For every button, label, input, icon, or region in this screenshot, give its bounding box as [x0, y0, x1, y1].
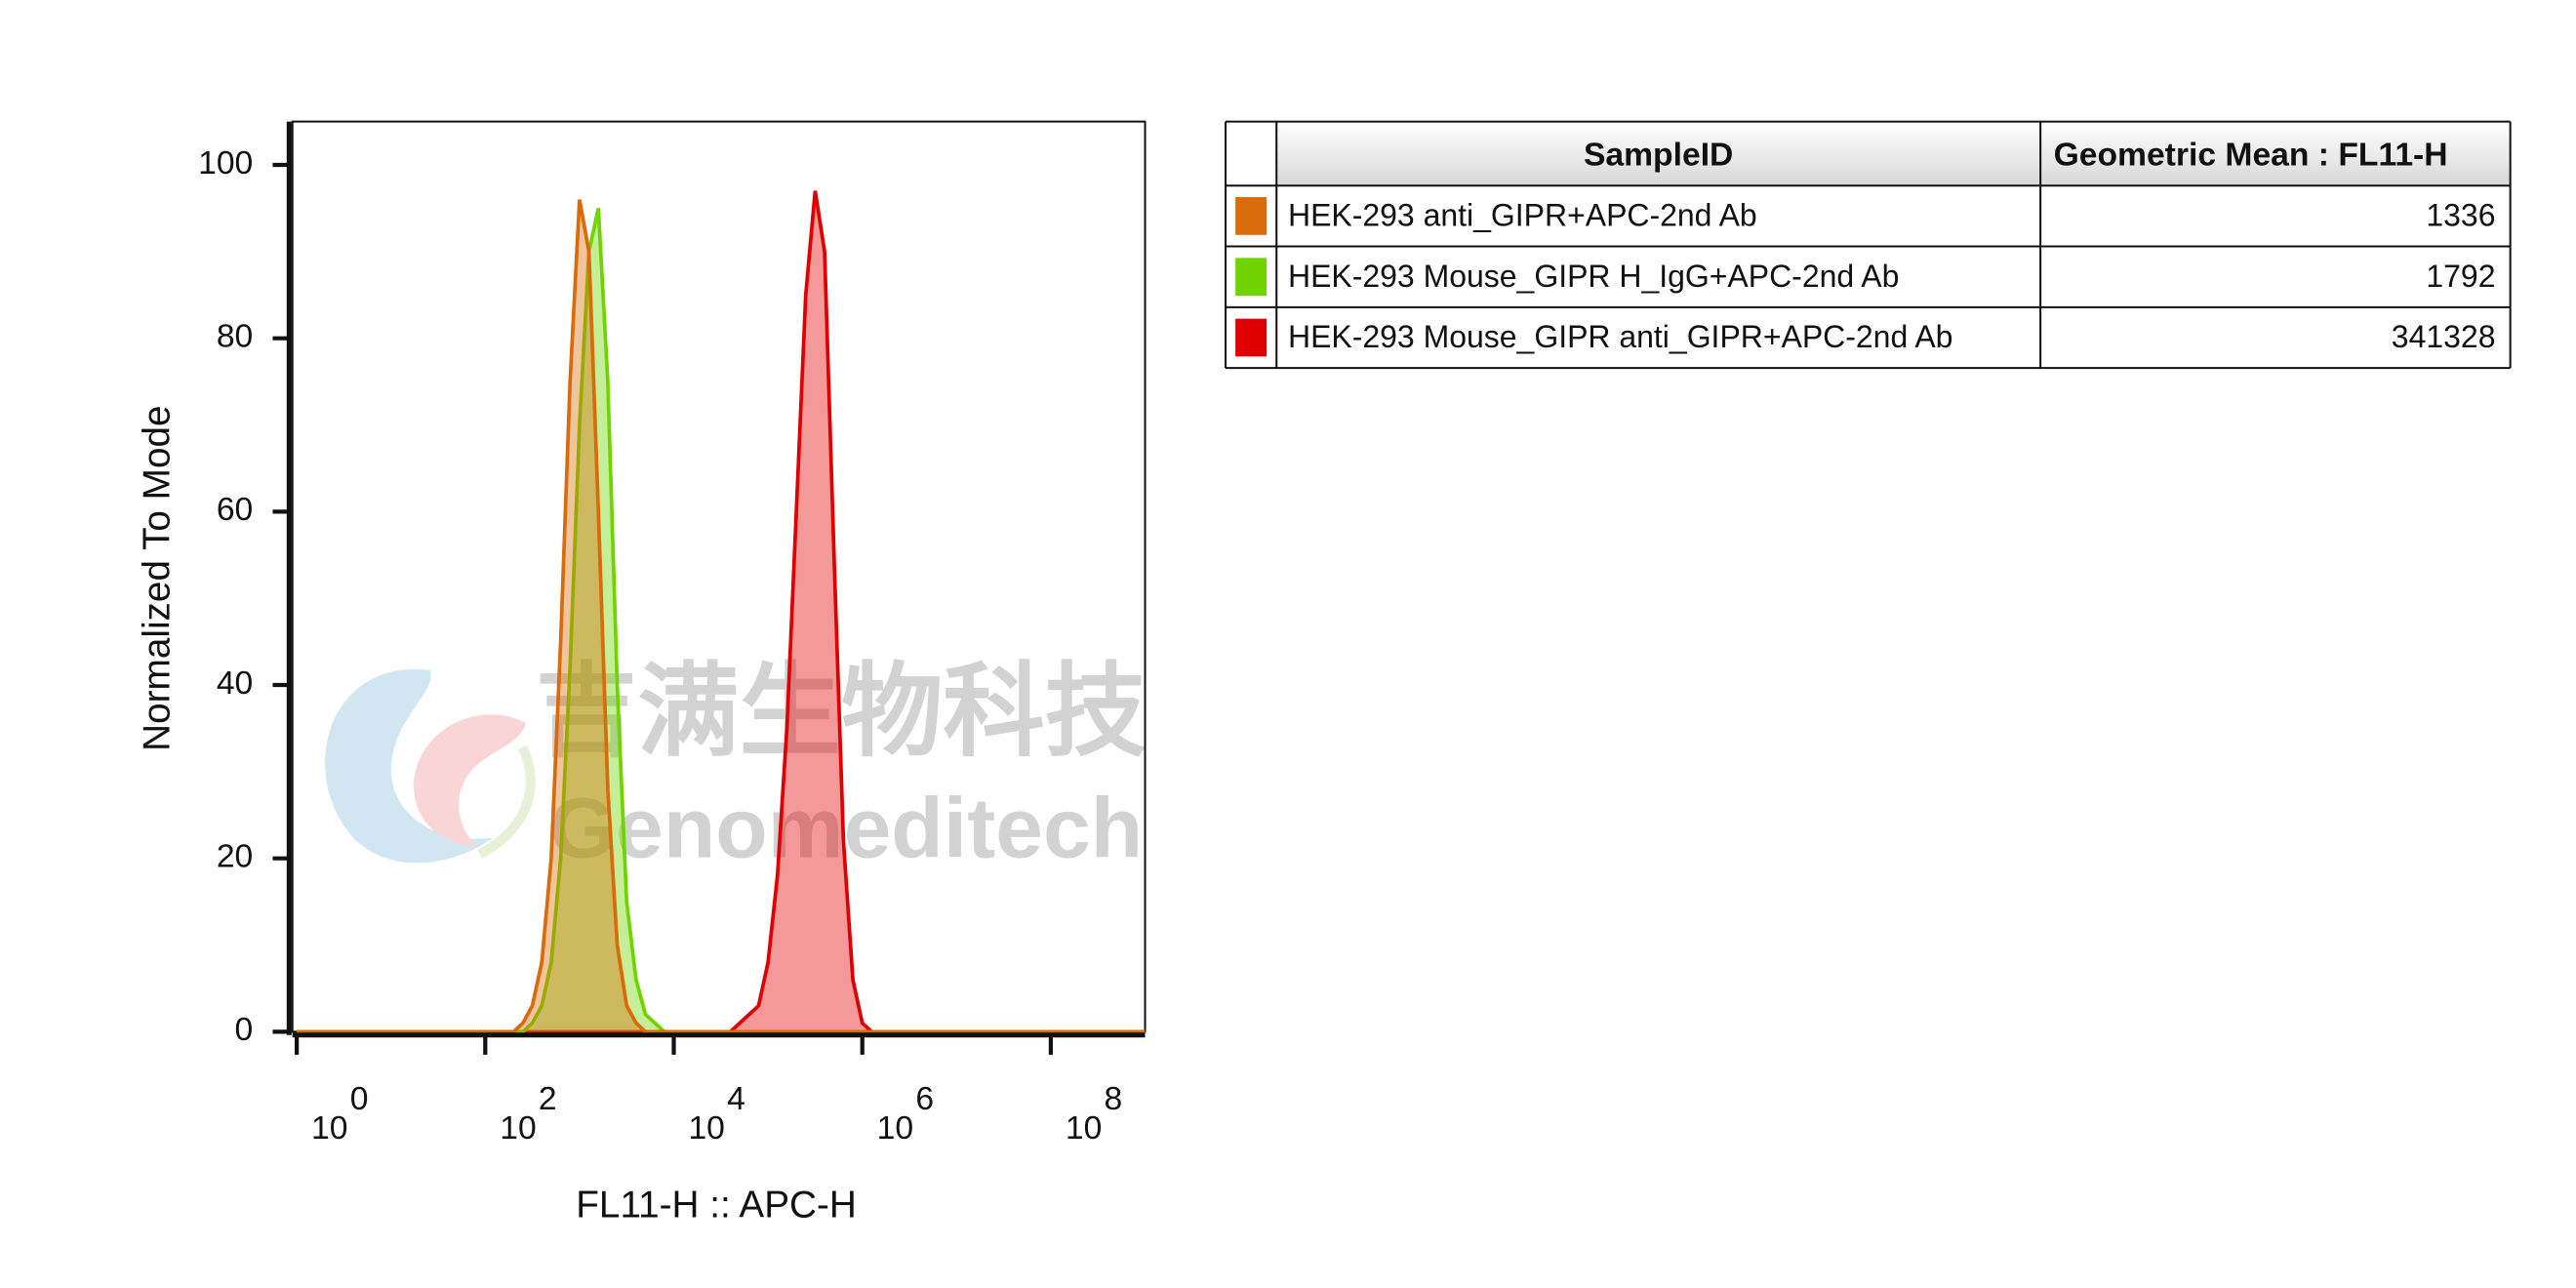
x-tick-power: 0	[350, 1081, 369, 1117]
histogram-line	[297, 199, 1146, 1034]
geometric-mean: 1336	[2426, 198, 2495, 233]
legend-swatch	[1235, 197, 1268, 235]
y-axis-title: Normalized To Mode	[137, 405, 179, 750]
legend-label: HEK-293 Mouse_GIPR anti_GIPR+APC-2nd Ab	[1288, 319, 1952, 354]
histogram-area	[297, 190, 1146, 1032]
table-header-bg	[1276, 121, 2511, 186]
y-tick-label: 40	[217, 665, 253, 702]
x-tick-power: 8	[1105, 1081, 1123, 1117]
y-tick-label: 0	[235, 1012, 254, 1048]
y-tick-label: 60	[217, 492, 253, 528]
x-tick-power: 4	[727, 1081, 745, 1117]
x-tick-label: 10	[877, 1110, 913, 1147]
histogram-area	[297, 208, 1146, 1032]
plot-frame	[291, 120, 1147, 1033]
legend-label: HEK-293 Mouse_GIPR H_IgG+APC-2nd Ab	[1288, 259, 1899, 294]
geometric-mean: 341328	[2392, 319, 2496, 354]
x-tick-power: 6	[915, 1081, 934, 1117]
y-tick-label: 20	[217, 839, 253, 875]
watermark-logo	[325, 668, 536, 864]
table-header: Geometric Mean : FL11-H	[2054, 138, 2448, 174]
y-tick-label: 80	[217, 319, 253, 355]
legend-swatch	[1235, 258, 1268, 297]
histogram-line	[297, 208, 1146, 1034]
histogram-line	[297, 190, 1146, 1034]
histogram-area	[297, 199, 1146, 1032]
x-tick-power: 2	[539, 1081, 557, 1117]
legend-swatch	[1235, 318, 1268, 357]
x-tick-label: 10	[311, 1110, 347, 1147]
table-header: SampleID	[1584, 138, 1733, 174]
x-tick-label: 10	[688, 1110, 724, 1147]
x-axis-title: FL11-H :: APC-H	[576, 1185, 857, 1227]
x-tick-label: 10	[1066, 1110, 1102, 1147]
legend-label: HEK-293 anti_GIPR+APC-2nd Ab	[1288, 198, 1757, 233]
geometric-mean: 1792	[2426, 259, 2495, 294]
y-tick-label: 100	[198, 145, 253, 181]
x-tick-label: 10	[500, 1110, 536, 1147]
